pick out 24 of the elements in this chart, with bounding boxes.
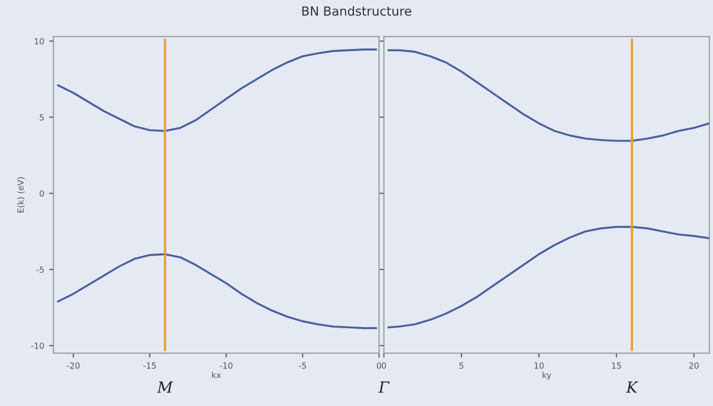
x-tick-label: 10 <box>534 362 544 369</box>
y-tick-label: -5 <box>36 266 44 273</box>
y-tick-label: 5 <box>40 114 44 121</box>
x-tick-label: 0 <box>376 362 382 369</box>
x-tick-label: 20 <box>689 362 699 369</box>
y-tick-label: -10 <box>31 342 44 349</box>
x-axis-title: kx <box>212 372 221 378</box>
text: Γ <box>378 381 390 393</box>
x-tick-label: 15 <box>612 362 621 369</box>
ref-line-label: M <box>156 381 174 393</box>
x-tick-label: 5 <box>459 362 464 369</box>
x-tick-label: -15 <box>143 362 156 369</box>
x-tick-label: -20 <box>66 362 80 369</box>
chart-title: BN Bandstructure <box>302 6 412 16</box>
ref-line-label: K <box>626 381 638 393</box>
line-series <box>57 253 377 330</box>
x-axis-title: ky <box>542 372 552 380</box>
y-tick-label: 0 <box>40 190 44 197</box>
x-tick-label: 0 <box>382 362 386 369</box>
x-tick-label: -5 <box>298 362 306 369</box>
line-series <box>57 48 377 132</box>
y-tick-label: 10 <box>34 38 44 44</box>
y-axis-title: E(k) (eV) <box>17 177 25 212</box>
x-tick-label: -10 <box>220 362 232 369</box>
